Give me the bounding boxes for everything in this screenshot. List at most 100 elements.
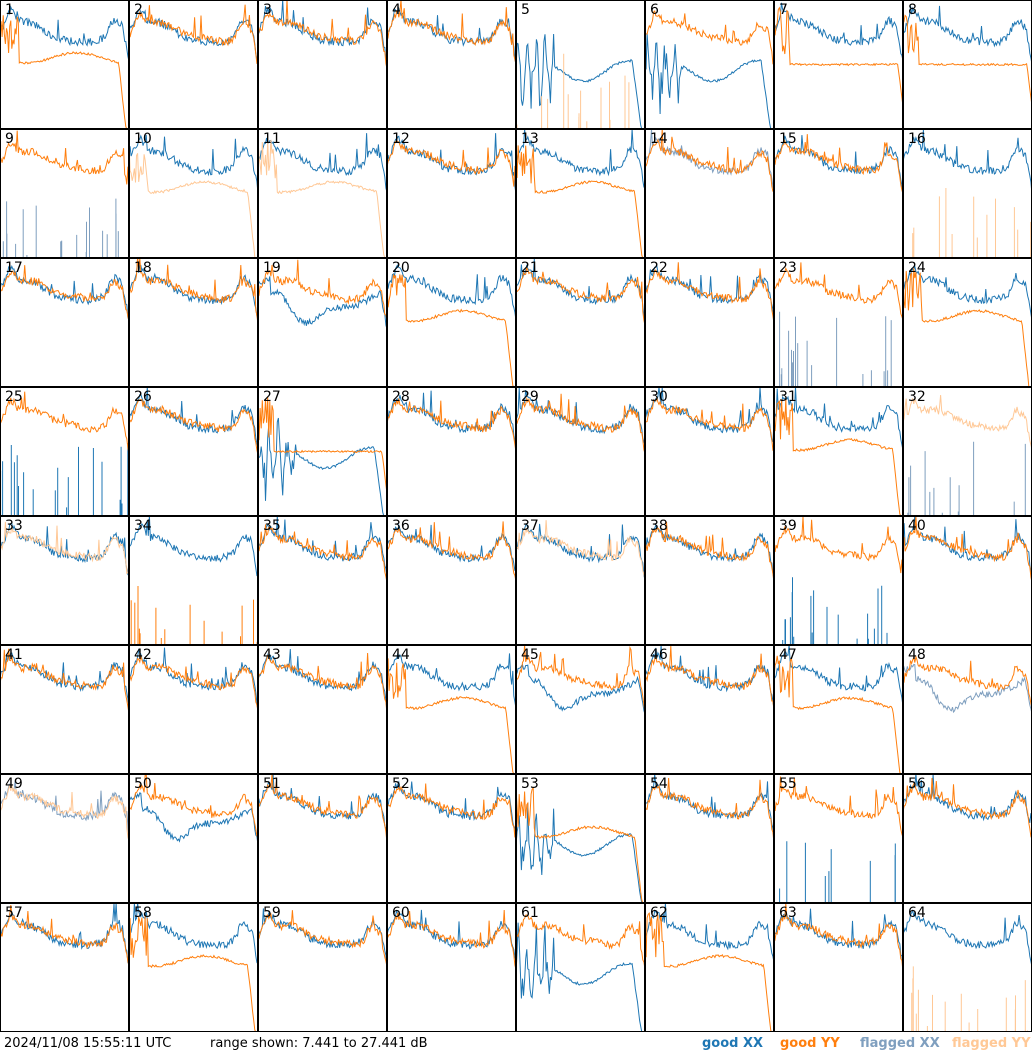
series-xx-line (387, 653, 516, 709)
panel-plot (903, 774, 1032, 903)
series-yy-line (516, 645, 645, 714)
series-xx-line (774, 2, 903, 61)
series-xx-line (774, 908, 903, 967)
panel-plot (774, 387, 903, 516)
panel-plot (0, 387, 129, 516)
panel-25: 25 (0, 387, 129, 516)
series-xx-line (907, 441, 1026, 516)
panel-number: 61 (521, 905, 539, 921)
series-yy-line (645, 397, 774, 453)
series-yy-line (774, 655, 903, 774)
panel-number: 55 (779, 776, 797, 792)
panel-plot (0, 129, 129, 258)
panel-border (774, 903, 903, 1032)
panel-plot (387, 387, 516, 516)
panel-number: 64 (908, 905, 926, 921)
panel-number: 28 (392, 389, 410, 405)
panel-plot (645, 258, 774, 387)
panel-plot (903, 0, 1032, 129)
panel-number: 23 (779, 260, 797, 276)
panel-36: 36 (387, 516, 516, 645)
panel-plot (903, 903, 1032, 1032)
panel-border (387, 387, 516, 516)
panel-number: 2 (134, 2, 143, 18)
panel-number: 36 (392, 518, 410, 534)
panel-border (516, 645, 645, 774)
panel-plot (774, 258, 903, 387)
series-xx-line (129, 792, 258, 845)
panel-plot (0, 258, 129, 387)
series-yy-line (912, 188, 1032, 258)
series-yy-line (903, 394, 1032, 450)
panel-border (516, 0, 645, 129)
panel-plot (645, 774, 774, 903)
series-xx-line (903, 909, 1032, 967)
panel-47: 47 (774, 645, 903, 774)
series-xx-line (903, 129, 1032, 195)
series-yy-line (516, 520, 645, 580)
series-yy-line (645, 129, 774, 192)
series-yy-line (903, 268, 1032, 387)
panel-63: 63 (774, 903, 903, 1032)
panel-21: 21 (516, 258, 645, 387)
series-xx-line (645, 645, 774, 709)
panel-border (0, 903, 129, 1032)
series-yy-line (258, 910, 387, 967)
panel-border (387, 258, 516, 387)
panel-border (258, 645, 387, 774)
series-yy-line (387, 274, 516, 387)
panel-number: 15 (779, 131, 797, 147)
panel-number: 19 (263, 260, 281, 276)
panel-border (387, 903, 516, 1032)
panel-plot (387, 0, 516, 129)
panel-plot (258, 258, 387, 387)
series-yy-line (903, 654, 1032, 708)
panel-10: 10 (129, 129, 258, 258)
panel-plot (387, 258, 516, 387)
series-yy-line (129, 258, 258, 325)
panel-plot (516, 516, 645, 645)
panel-border (129, 258, 258, 387)
panel-number: 51 (263, 776, 281, 792)
panel-plot (774, 774, 903, 903)
panel-plot (258, 903, 387, 1032)
series-yy-line (645, 645, 774, 711)
panel-number: 17 (5, 260, 23, 276)
panel-64: 64 (903, 903, 1032, 1032)
series-xx-line (516, 802, 645, 903)
panel-number: 45 (521, 647, 539, 663)
panel-42: 42 (129, 645, 258, 774)
series-xx-line (387, 523, 516, 571)
series-yy-line (516, 53, 630, 129)
series-yy-line (774, 262, 903, 321)
panel-border (645, 0, 774, 129)
series-xx-line (129, 647, 258, 711)
panel-number: 60 (392, 905, 410, 921)
panel-plot (0, 0, 129, 129)
panel-number: 33 (5, 518, 23, 534)
series-xx-line (903, 5, 1032, 65)
panel-26: 26 (129, 387, 258, 516)
series-xx-line (129, 258, 258, 320)
panel-16: 16 (903, 129, 1032, 258)
series-xx-line (0, 652, 129, 709)
panel-19: 19 (258, 258, 387, 387)
panel-29: 29 (516, 387, 645, 516)
series-yy-line (516, 786, 645, 903)
panel-number: 3 (263, 2, 272, 18)
panel-48: 48 (903, 645, 1032, 774)
panel-plot (516, 645, 645, 774)
panel-border (516, 903, 645, 1032)
series-xx-line (258, 908, 387, 967)
panel-number: 25 (5, 389, 23, 405)
panel-plot (903, 129, 1032, 258)
panel-plot (516, 774, 645, 903)
panel-border (903, 903, 1032, 1032)
panel-plot (129, 258, 258, 387)
series-yy-line (774, 134, 903, 195)
panel-border (0, 0, 129, 129)
panel-border (774, 645, 903, 774)
series-yy-line (0, 130, 129, 197)
panel-plot (129, 645, 258, 774)
panel-border (129, 387, 258, 516)
